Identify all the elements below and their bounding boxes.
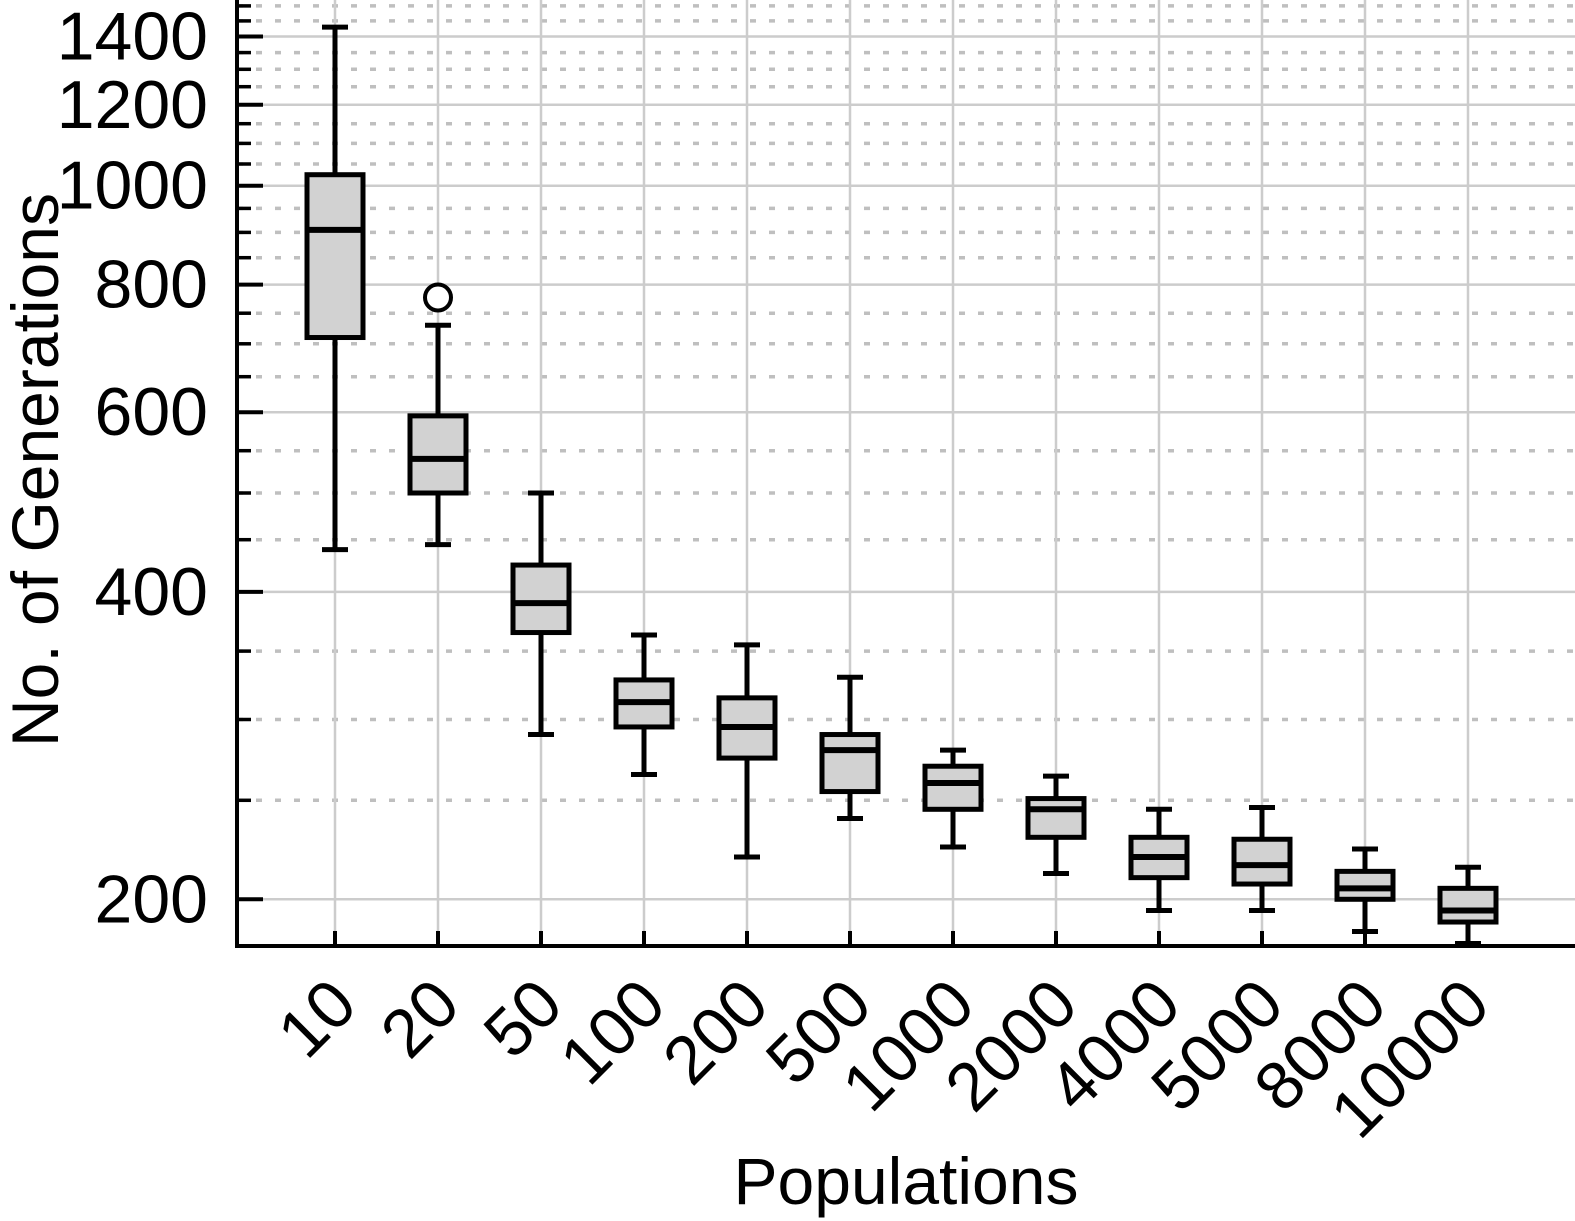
y-tick-label: 1200 [57,67,208,143]
box-plot-500 [819,674,881,821]
y-tick-label: 600 [95,374,208,450]
x-tick-label: 10 [263,965,370,1072]
iqr-box [407,413,469,496]
iqr-box [1334,868,1396,902]
box-plot-10000 [1437,864,1499,947]
box-plot-50 [510,490,572,738]
iqr-box [1231,836,1293,887]
box-plot-5000 [1231,804,1293,914]
box-plots [304,24,1499,947]
iqr-box [304,172,366,341]
box-plot-8000 [1334,846,1396,934]
box-plot-2000 [1025,773,1087,876]
box-plot-200 [716,642,778,860]
box-plot-4000 [1128,806,1190,914]
iqr-box [922,763,984,812]
iqr-box [510,562,572,636]
y-axis-title: No. of Generations [0,193,72,747]
x-tick-label: 20 [366,965,473,1072]
minor-gridlines [237,4,1575,803]
axis-spines [235,0,1575,948]
iqr-box [1025,796,1087,840]
box-plot-10 [304,24,366,553]
box-plot-100 [613,632,675,778]
iqr-box [1437,885,1499,925]
axis-ticks [237,4,1470,946]
y-tick-label: 400 [95,554,208,630]
box-plot-20 [407,282,469,548]
x-tick-label: 200 [649,965,783,1099]
x-axis-title: Populations [734,1144,1079,1218]
y-tick-label: 1400 [57,0,208,75]
iqr-box [819,732,881,795]
x-tick-label: 100 [546,965,680,1099]
y-tick-label: 800 [95,247,208,323]
major-gridlines [237,35,1575,901]
outlier-point [423,282,453,313]
y-tick-label: 200 [95,861,208,937]
box-plot-1000 [922,747,984,850]
y-tick-label: 1000 [57,148,208,224]
